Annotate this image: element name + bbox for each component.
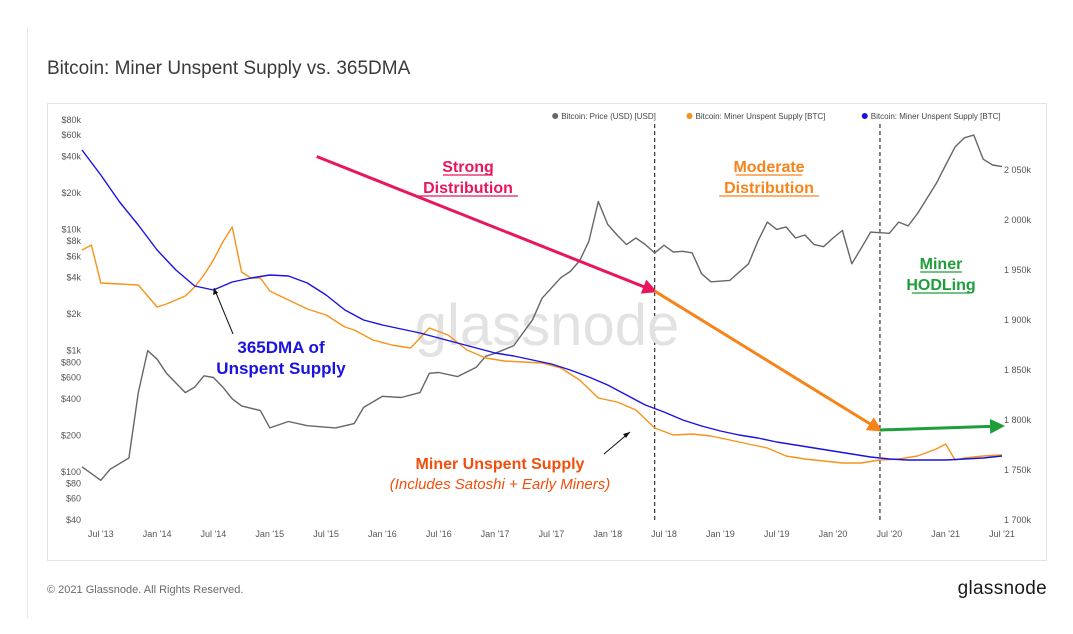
left-tick-label: $6k [66,251,81,261]
left-tick-label: $60 [66,494,81,504]
dma-callout-label-line: Unspent Supply [216,359,346,378]
left-tick-label: $60k [61,130,81,140]
left-tick-label: $80 [66,479,81,489]
dma-pointer-head [213,288,218,295]
left-tick-label: $8k [66,236,81,246]
dma-365-line [81,149,1003,461]
x-tick-label: Jul '14 [201,529,227,539]
axis-ticks: Jul '13 Jan '14 Jul '14 Jan '15 Jul '15 Jan '… [61,115,1032,539]
left-tick-label: $20k [61,188,81,198]
x-tick-label: Jan '18 [593,529,622,539]
right-tick-label: 2 000k [1004,215,1032,225]
unspent-callout-sublabel: (Includes Satoshi + Early Miners) [390,476,611,493]
x-tick-label: Jul '21 [989,529,1015,539]
dma-pointer [213,287,234,335]
miner-hodling-label-line: HODLing [906,277,975,294]
unspent-supply-line [81,226,1003,464]
left-tick-label: $40 [66,515,81,525]
x-tick-label: Jul '18 [651,529,677,539]
right-tick-label: 1 850k [1004,365,1032,375]
price-line [81,134,1003,481]
brand-logo: glassnode [957,578,1047,599]
x-tick-label: Jul '15 [313,529,339,539]
annotations: Strong Distribution Moderate Distribution Mi… [213,159,976,493]
annotation-arrows [316,155,1005,434]
page-title: Bitcoin: Miner Unspent Supply vs. 365DMA [47,58,411,79]
legend-label: Bitcoin: Miner Unspent Supply [BTC] [871,112,1001,121]
x-tick-label: Jul '16 [426,529,452,539]
strong-distribution-label-line: Strong [442,159,494,176]
series-lines [81,134,1003,481]
left-tick-label: $100 [61,467,81,477]
x-tick-label: Jan '21 [931,529,960,539]
legend-label: Bitcoin: Price (USD) [USD] [561,112,656,121]
left-tick-label: $200 [61,430,81,440]
hodl-arrow [879,418,1005,434]
unspent-pointer-head [623,432,630,438]
left-rule [27,28,28,618]
x-tick-label: Jan '20 [819,529,848,539]
legend-swatch [686,113,693,119]
x-tick-label: Jan '19 [706,529,735,539]
x-tick-label: Jan '14 [143,529,172,539]
left-tick-label: $1k [66,346,81,356]
moderate-arrow [653,289,883,432]
unspent-callout-label: Miner Unspent Supply [416,456,585,473]
left-tick-label: $4k [66,273,81,283]
chart-frame [47,103,1047,561]
x-tick-label: Jan '15 [255,529,284,539]
x-tick-label: Jul '20 [876,529,902,539]
left-tick-label: $40k [61,151,81,161]
right-tick-label: 1 700k [1004,515,1032,525]
moderate-distribution-label-line: Distribution [724,180,814,197]
right-tick-label: 1 800k [1004,415,1032,425]
left-tick-label: $10k [61,224,81,234]
left-tick-label: $80k [61,115,81,125]
vertical-markers [654,124,881,522]
strong-distribution-label-line: Distribution [423,180,513,197]
x-tick-label: Jul '17 [539,529,565,539]
x-tick-label: Jul '13 [88,529,114,539]
x-tick-label: Jul '19 [764,529,790,539]
copyright: © 2021 Glassnode. All Rights Reserved. [47,584,244,596]
right-tick-label: 1 950k [1004,265,1032,275]
x-tick-label: Jan '17 [481,529,510,539]
x-tick-label: Jan '16 [368,529,397,539]
right-tick-label: 1 750k [1004,465,1032,475]
right-tick-label: 2 050k [1004,165,1032,175]
moderate-distribution-label-line: Moderate [733,159,804,176]
legend: Bitcoin: Miner Unspent Supply [BTC] Bitco… [552,112,1001,121]
right-tick-label: 1 900k [1004,315,1032,325]
left-tick-label: $800 [61,357,81,367]
strong-arrow [316,155,658,294]
left-tick-label: $400 [61,394,81,404]
legend-swatch [552,113,559,119]
watermark: glassnode [415,293,679,358]
left-tick-label: $600 [61,372,81,382]
dma-callout-label-line: 365DMA of [237,338,325,357]
left-tick-label: $2k [66,309,81,319]
miner-hodling-label-line: Miner [920,256,963,273]
legend-label: Bitcoin: Miner Unspent Supply [BTC] [696,112,826,121]
legend-swatch [861,113,868,119]
